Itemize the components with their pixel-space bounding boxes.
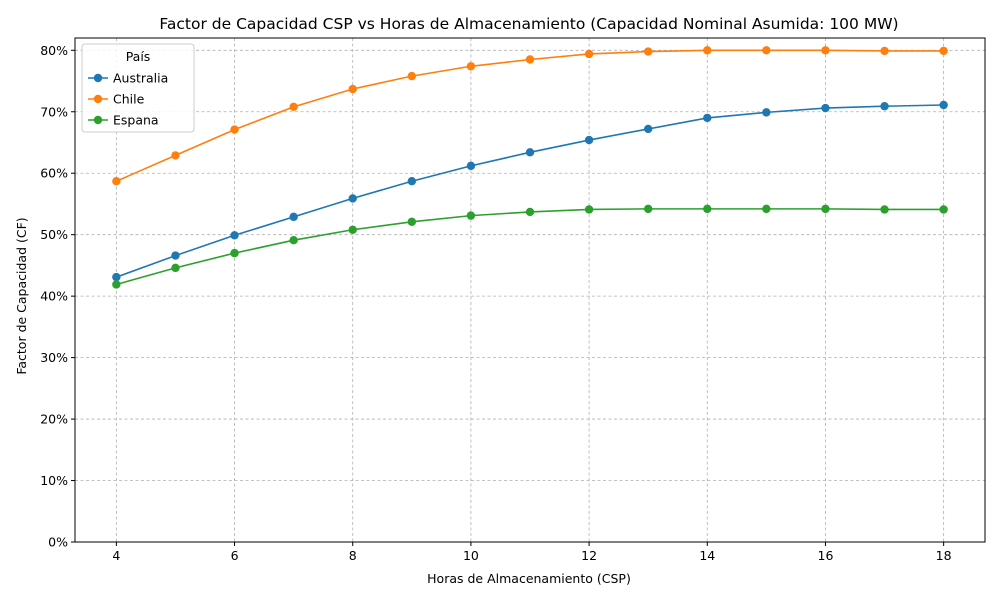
data-point-australia	[939, 100, 948, 110]
data-point-espana	[880, 205, 889, 214]
x-tick-label: 10	[463, 548, 479, 563]
x-axis-ticks: 4 6 8 10 12 14 16 18	[112, 542, 952, 563]
data-point-australia	[762, 108, 771, 117]
data-point-chile	[112, 177, 121, 186]
legend-box	[81, 43, 195, 133]
data-point-chile	[230, 125, 239, 134]
data-point-australia	[703, 113, 712, 123]
data-point-chile	[407, 71, 417, 81]
data-point-australia	[289, 212, 298, 222]
legend-title: País	[126, 49, 151, 64]
data-point-chile	[643, 47, 653, 56]
data-point-chile	[880, 46, 889, 56]
x-tick-label: 18	[936, 548, 952, 563]
data-point-chile	[171, 151, 180, 160]
data-point-espana	[289, 236, 298, 245]
x-tick-label: 16	[818, 548, 834, 563]
data-point-chile	[703, 46, 712, 55]
x-tick-label: 12	[581, 548, 597, 563]
legend: País Australia Chile Espana	[81, 43, 195, 133]
data-point-chile	[525, 55, 535, 64]
legend-item-chile: Chile	[88, 92, 145, 107]
data-point-australia	[230, 231, 239, 240]
data-point-espana	[171, 263, 180, 273]
y-tick-label: 20%	[40, 412, 68, 427]
series-chile	[112, 46, 948, 186]
y-tick-label: 60%	[40, 166, 68, 181]
data-point-espana	[525, 207, 535, 217]
series-layer	[112, 46, 948, 289]
legend-label: Chile	[113, 92, 145, 107]
grid	[75, 38, 985, 543]
series-line-espana	[116, 208, 944, 286]
y-axis-ticks: 0% 10% 20% 30% 40% 50% 60% 70% 80%	[40, 43, 75, 550]
data-point-australia	[643, 124, 653, 134]
legend-marker	[93, 73, 103, 83]
data-point-espana	[584, 205, 594, 214]
data-point-chile	[821, 46, 830, 55]
x-tick-label: 6	[231, 548, 239, 563]
data-point-espana	[939, 205, 948, 214]
y-tick-label: 50%	[40, 227, 68, 242]
x-axis-label: Horas de Almacenamiento (CSP)	[427, 571, 631, 586]
data-point-australia	[584, 135, 594, 145]
legend-label: Australia	[113, 71, 168, 86]
data-point-australia	[466, 161, 476, 171]
legend-marker	[93, 94, 103, 104]
data-point-espana	[407, 217, 417, 226]
legend-label: Espana	[113, 113, 159, 128]
series-australia	[112, 100, 948, 282]
y-tick-label: 0%	[48, 535, 68, 550]
data-point-australia	[171, 251, 180, 260]
chart-title: Factor de Capacidad CSP vs Horas de Alma…	[159, 15, 898, 33]
data-point-espana	[466, 211, 476, 220]
data-point-australia	[407, 177, 417, 186]
x-tick-label: 4	[112, 548, 120, 563]
data-point-espana	[762, 204, 771, 214]
legend-marker	[93, 115, 103, 125]
data-point-chile	[289, 102, 298, 112]
data-point-espana	[348, 225, 357, 234]
data-point-chile	[762, 46, 771, 55]
data-point-australia	[525, 148, 535, 157]
y-tick-label: 30%	[40, 350, 68, 365]
data-point-chile	[584, 49, 594, 59]
y-tick-label: 70%	[40, 104, 68, 119]
series-espana	[112, 204, 948, 289]
y-axis-label: Factor de Capacidad (CF)	[14, 217, 29, 374]
data-point-chile	[466, 62, 476, 71]
data-point-australia	[112, 272, 121, 282]
data-point-chile	[348, 84, 357, 94]
data-point-espana	[821, 204, 830, 214]
data-point-espana	[703, 204, 712, 214]
plot-frame	[74, 37, 986, 543]
x-tick-label: 14	[699, 548, 715, 563]
y-tick-label: 40%	[40, 289, 68, 304]
series-line-chile	[116, 49, 944, 182]
data-point-australia	[348, 194, 357, 203]
data-point-espana	[230, 248, 239, 258]
data-point-espana	[643, 204, 653, 214]
y-tick-label: 80%	[40, 43, 68, 58]
data-point-australia	[880, 102, 889, 111]
y-tick-label: 10%	[40, 473, 68, 488]
x-tick-label: 8	[349, 548, 357, 563]
data-point-australia	[821, 103, 830, 113]
data-point-espana	[112, 280, 121, 289]
legend-item-australia: Australia	[88, 71, 168, 86]
legend-item-espana: Espana	[88, 113, 159, 128]
data-point-chile	[939, 46, 948, 56]
